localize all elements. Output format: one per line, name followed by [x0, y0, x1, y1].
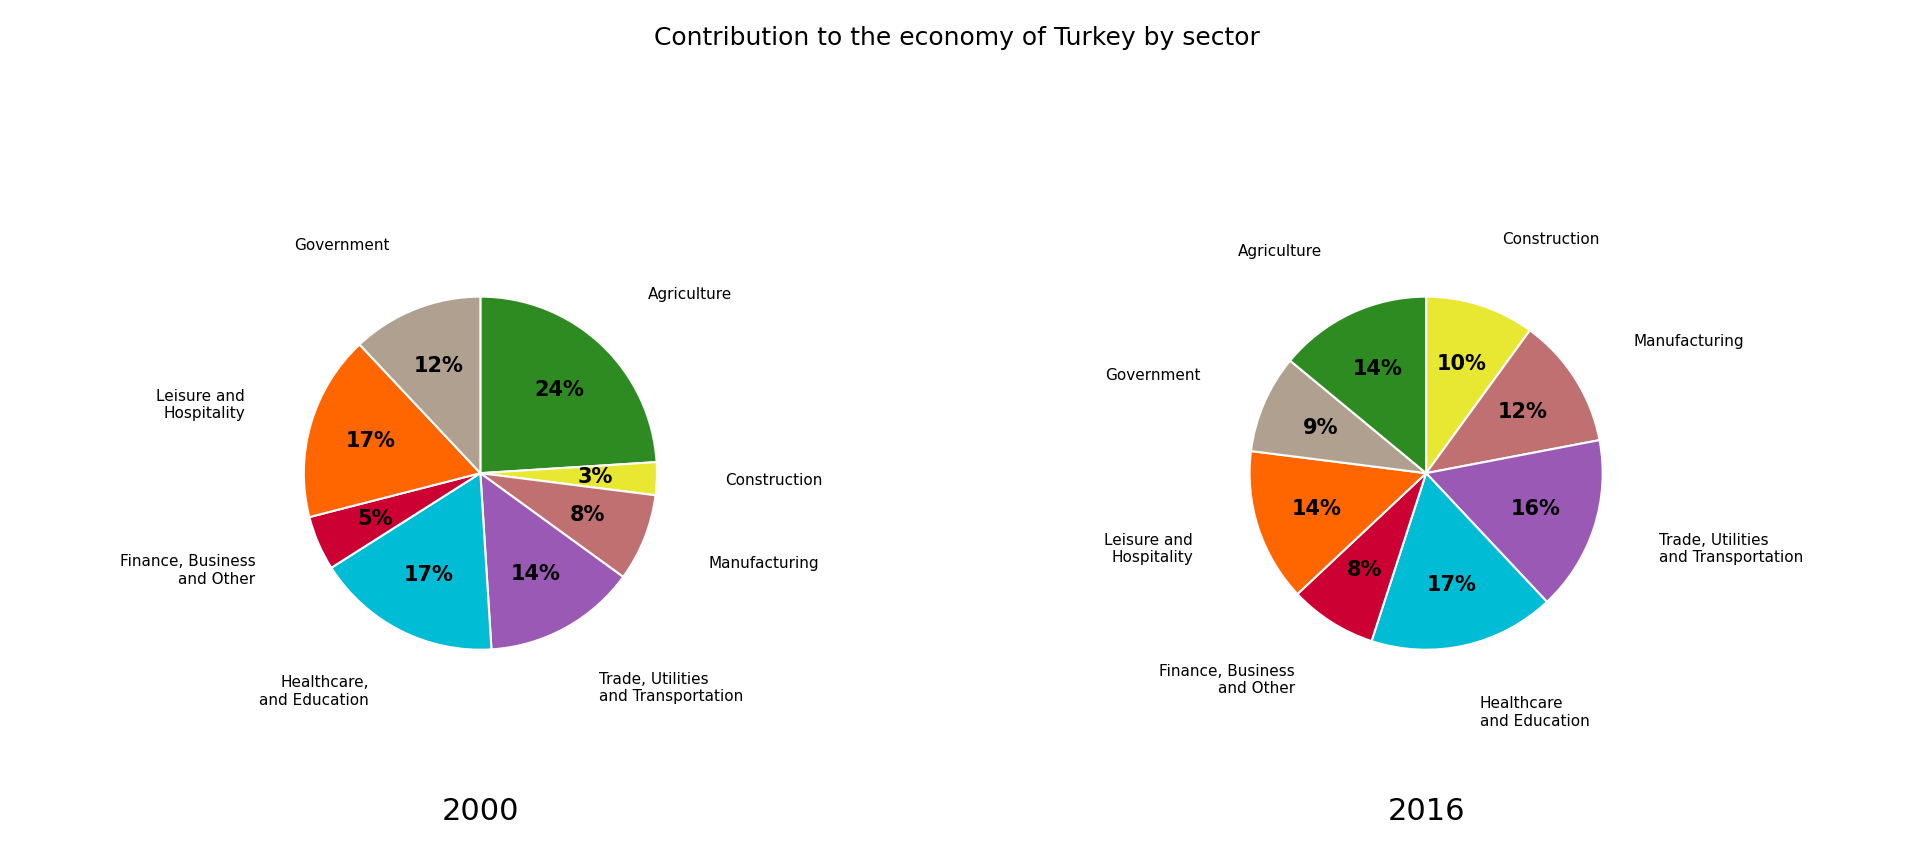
Wedge shape [1372, 473, 1547, 650]
Text: 17%: 17% [345, 431, 394, 451]
Text: 2000: 2000 [442, 797, 519, 826]
Text: Manufacturing: Manufacturing [708, 556, 819, 571]
Text: 8%: 8% [1347, 560, 1382, 580]
Wedge shape [310, 473, 480, 568]
Text: 2016: 2016 [1388, 797, 1464, 826]
Text: 16%: 16% [1510, 499, 1560, 519]
Text: Government: Government [1106, 368, 1202, 383]
Text: Healthcare,
and Education: Healthcare, and Education [258, 675, 369, 708]
Wedge shape [1298, 473, 1426, 641]
Wedge shape [304, 344, 480, 517]
Wedge shape [480, 473, 624, 650]
Wedge shape [1426, 330, 1600, 473]
Text: 14%: 14% [1292, 499, 1342, 519]
Text: Manufacturing: Manufacturing [1633, 335, 1744, 349]
Wedge shape [1250, 451, 1426, 594]
Text: 3%: 3% [578, 467, 612, 487]
Text: 24%: 24% [534, 379, 584, 400]
Text: Leisure and
Hospitality: Leisure and Hospitality [1104, 532, 1192, 565]
Text: Construction: Construction [725, 473, 823, 489]
Text: 9%: 9% [1303, 418, 1338, 437]
Text: Government: Government [295, 238, 390, 253]
Text: 12%: 12% [413, 356, 463, 377]
Wedge shape [1426, 440, 1602, 602]
Text: Agriculture: Agriculture [1238, 244, 1323, 259]
Text: Finance, Business
and Other: Finance, Business and Other [1160, 664, 1294, 697]
Text: 17%: 17% [1426, 575, 1476, 595]
Wedge shape [1290, 297, 1426, 473]
Text: Contribution to the economy of Turkey by sector: Contribution to the economy of Turkey by… [655, 26, 1259, 50]
Text: Healthcare
and Education: Healthcare and Education [1480, 696, 1589, 728]
Wedge shape [480, 473, 655, 577]
Wedge shape [480, 297, 657, 473]
Text: Finance, Business
and Other: Finance, Business and Other [119, 555, 255, 586]
Text: 5%: 5% [358, 508, 392, 529]
Wedge shape [1426, 297, 1529, 473]
Text: Construction: Construction [1502, 233, 1600, 247]
Text: Agriculture: Agriculture [649, 287, 733, 302]
Text: 12%: 12% [1499, 401, 1548, 422]
Wedge shape [331, 473, 492, 650]
Text: 8%: 8% [568, 505, 605, 526]
Text: 14%: 14% [1353, 360, 1403, 379]
Text: Trade, Utilities
and Transportation: Trade, Utilities and Transportation [1659, 532, 1803, 565]
Wedge shape [1252, 360, 1426, 473]
Text: 14%: 14% [511, 564, 561, 584]
Text: 17%: 17% [404, 566, 454, 586]
Text: 10%: 10% [1437, 354, 1487, 374]
Wedge shape [360, 297, 480, 473]
Text: Trade, Utilities
and Transportation: Trade, Utilities and Transportation [599, 672, 743, 704]
Wedge shape [480, 462, 657, 496]
Text: Leisure and
Hospitality: Leisure and Hospitality [157, 389, 245, 421]
